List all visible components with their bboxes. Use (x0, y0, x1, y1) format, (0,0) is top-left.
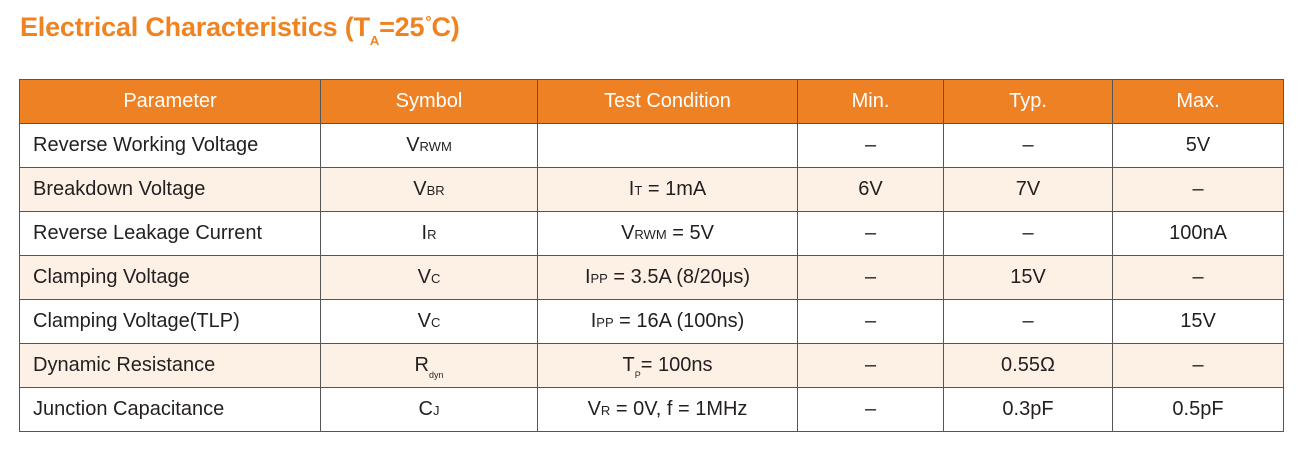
cell-min: – (797, 343, 944, 388)
cond-sub: PP (596, 315, 614, 330)
symbol-main: V (417, 266, 431, 288)
symbol-sub: J (432, 403, 440, 418)
header-symbol: Symbol (320, 79, 538, 124)
cond-rest: = 0V, f = 1MHz (610, 398, 748, 420)
symbol-main: C (418, 398, 433, 420)
header-min: Min. (797, 79, 944, 124)
symbol-sub: BR (426, 183, 445, 198)
cell-test-condition: VRWM = 5V (537, 211, 798, 256)
cell-test-condition: IPP = 3.5A (8/20μs) (537, 255, 798, 300)
symbol-main: V (406, 134, 420, 156)
table-row: Reverse Working Voltage VRWM – – 5V (19, 123, 1284, 168)
title-main: Electrical Characteristics (T (20, 12, 370, 42)
cond-main: T (622, 354, 635, 376)
cell-max: 15V (1112, 299, 1284, 344)
cell-typ: – (943, 299, 1113, 344)
title-equals: =25 (379, 12, 425, 42)
cond-main: V (587, 398, 601, 420)
cell-min: – (797, 299, 944, 344)
cell-max: 5V (1112, 123, 1284, 168)
cond-rest: = 5V (666, 222, 714, 244)
cond-rest: = 100ns (640, 354, 713, 376)
cell-max: – (1112, 343, 1284, 388)
cell-typ: 7V (943, 167, 1113, 212)
cell-typ: – (943, 211, 1113, 256)
header-test-condition: Test Condition (537, 79, 798, 124)
cell-test-condition: VR = 0V, f = 1MHz (537, 387, 798, 432)
cell-min: – (797, 387, 944, 432)
cell-test-condition: TP= 100ns (537, 343, 798, 388)
cond-sub: RWM (634, 227, 667, 242)
header-max: Max. (1112, 79, 1284, 124)
cond-sub: P (634, 370, 641, 380)
cell-symbol: VBR (320, 167, 538, 212)
cond-main: I (590, 310, 597, 332)
cell-parameter: Junction Capacitance (19, 387, 321, 432)
header-typ: Typ. (943, 79, 1113, 124)
cell-symbol: CJ (320, 387, 538, 432)
header-parameter: Parameter (19, 79, 321, 124)
cell-parameter: Clamping Voltage(TLP) (19, 299, 321, 344)
cell-max: 100nA (1112, 211, 1284, 256)
symbol-main: V (413, 178, 427, 200)
symbol-sub: C (430, 271, 441, 286)
cond-main: I (628, 178, 635, 200)
cell-typ: 0.3pF (943, 387, 1113, 432)
symbol-sub: R (427, 227, 437, 242)
page-title: Electrical Characteristics (TA=25°C) (20, 12, 460, 48)
cell-max: 0.5pF (1112, 387, 1284, 432)
cond-rest: = 16A (100ns) (613, 310, 745, 332)
table-row: Clamping Voltage VC IPP = 3.5A (8/20μs) … (19, 255, 1284, 300)
cell-symbol: VRWM (320, 123, 538, 168)
cell-parameter: Breakdown Voltage (19, 167, 321, 212)
title-degree: ° (425, 14, 432, 31)
cond-main: I (584, 266, 591, 288)
symbol-main: V (417, 310, 431, 332)
title-unit: C) (431, 12, 460, 42)
cell-symbol: Rdyn (320, 343, 538, 388)
cell-parameter: Reverse Leakage Current (19, 211, 321, 256)
cell-symbol: IR (320, 211, 538, 256)
table-row: Junction Capacitance CJ VR = 0V, f = 1MH… (19, 387, 1284, 432)
cell-max: – (1112, 167, 1284, 212)
table-header-row: Parameter Symbol Test Condition Min. Typ… (19, 79, 1284, 124)
cell-parameter: Clamping Voltage (19, 255, 321, 300)
cond-sub: PP (590, 271, 608, 286)
cell-symbol: VC (320, 255, 538, 300)
cond-rest: = 3.5A (8/20μs) (607, 266, 751, 288)
cell-min: – (797, 123, 944, 168)
symbol-main: I (421, 222, 428, 244)
cell-parameter: Dynamic Resistance (19, 343, 321, 388)
title-subscript: A (369, 33, 380, 48)
electrical-characteristics-table: Parameter Symbol Test Condition Min. Typ… (19, 79, 1284, 432)
cell-test-condition: IPP = 16A (100ns) (537, 299, 798, 344)
symbol-main: R (414, 354, 429, 376)
table-row: Clamping Voltage(TLP) VC IPP = 16A (100n… (19, 299, 1284, 344)
cell-test-condition: IT = 1mA (537, 167, 798, 212)
cond-sub: R (600, 403, 611, 418)
cond-sub: T (634, 183, 643, 198)
table-row: Dynamic Resistance Rdyn TP= 100ns – 0.55… (19, 343, 1284, 388)
cell-typ: 0.55Ω (943, 343, 1113, 388)
symbol-sub: dyn (428, 370, 444, 380)
cond-rest: = 1mA (642, 178, 707, 200)
cell-typ: – (943, 123, 1113, 168)
cell-typ: 15V (943, 255, 1113, 300)
symbol-sub: C (430, 315, 441, 330)
table-row: Reverse Leakage Current IR VRWM = 5V – –… (19, 211, 1284, 256)
table-row: Breakdown Voltage VBR IT = 1mA 6V 7V – (19, 167, 1284, 212)
cell-test-condition (537, 123, 798, 168)
cond-main: V (621, 222, 635, 244)
cell-symbol: VC (320, 299, 538, 344)
cell-min: – (797, 255, 944, 300)
cell-max: – (1112, 255, 1284, 300)
cell-min: – (797, 211, 944, 256)
cell-min: 6V (797, 167, 944, 212)
symbol-sub: RWM (419, 139, 452, 154)
cell-parameter: Reverse Working Voltage (19, 123, 321, 168)
